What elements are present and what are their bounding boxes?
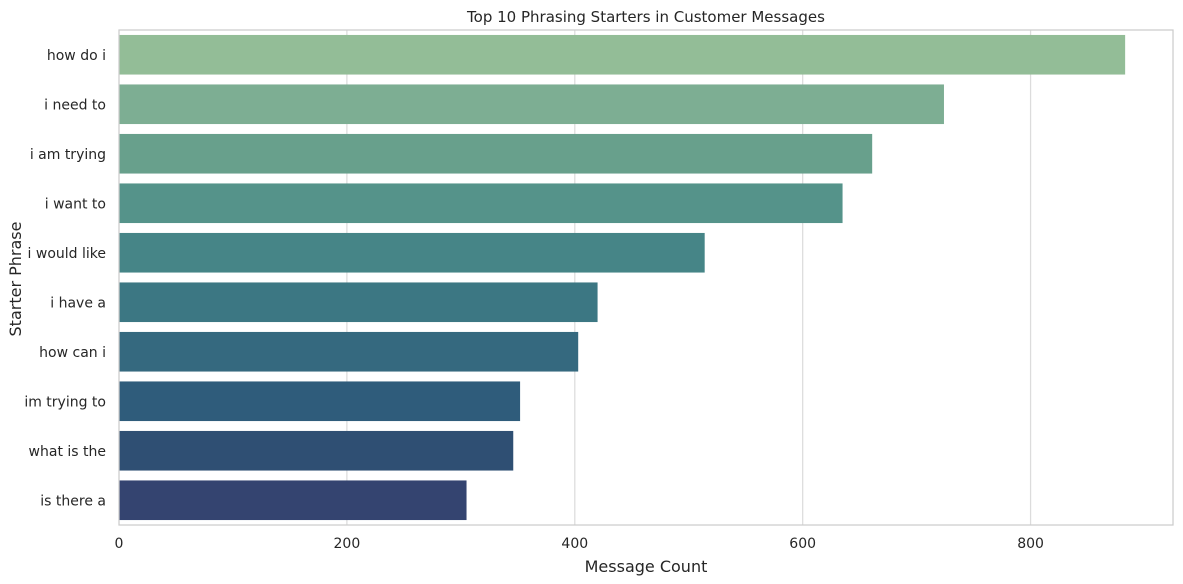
y-tick-label: how do i <box>47 48 106 64</box>
bar <box>119 282 598 323</box>
chart-title: Top 10 Phrasing Starters in Customer Mes… <box>466 8 825 26</box>
y-tick-label: i have a <box>50 295 106 311</box>
bar <box>119 331 579 372</box>
bar <box>119 84 944 125</box>
x-tick-label: 400 <box>561 536 588 552</box>
bar <box>119 183 843 224</box>
y-tick-label: what is the <box>29 444 106 460</box>
plot-frame <box>118 29 1174 526</box>
bar <box>119 480 467 521</box>
bar <box>119 232 705 273</box>
x-tick-labels: 0 200 400 600 800 <box>115 536 1044 552</box>
y-tick-label: i would like <box>28 246 106 262</box>
x-tick-label: 200 <box>334 536 361 552</box>
x-tick-label: 600 <box>789 536 816 552</box>
y-tick-label: is there a <box>40 493 106 509</box>
bar <box>119 34 1126 75</box>
bar <box>119 381 521 422</box>
x-axis-title: Message Count <box>585 557 708 576</box>
x-tick-label: 0 <box>115 536 124 552</box>
x-tick-label: 800 <box>1017 536 1044 552</box>
y-tick-label: how can i <box>39 345 106 361</box>
y-tick-label: i am trying <box>30 147 106 163</box>
y-tick-label: i want to <box>45 196 106 212</box>
y-tick-label: im trying to <box>24 394 106 410</box>
bars <box>119 34 1126 521</box>
y-axis-title: Starter Phrase <box>6 222 25 337</box>
y-tick-label: i need to <box>44 97 106 113</box>
bar <box>119 133 873 174</box>
y-tick-labels: how do i i need to i am trying i want to i w… <box>24 48 106 510</box>
bar <box>119 430 514 471</box>
